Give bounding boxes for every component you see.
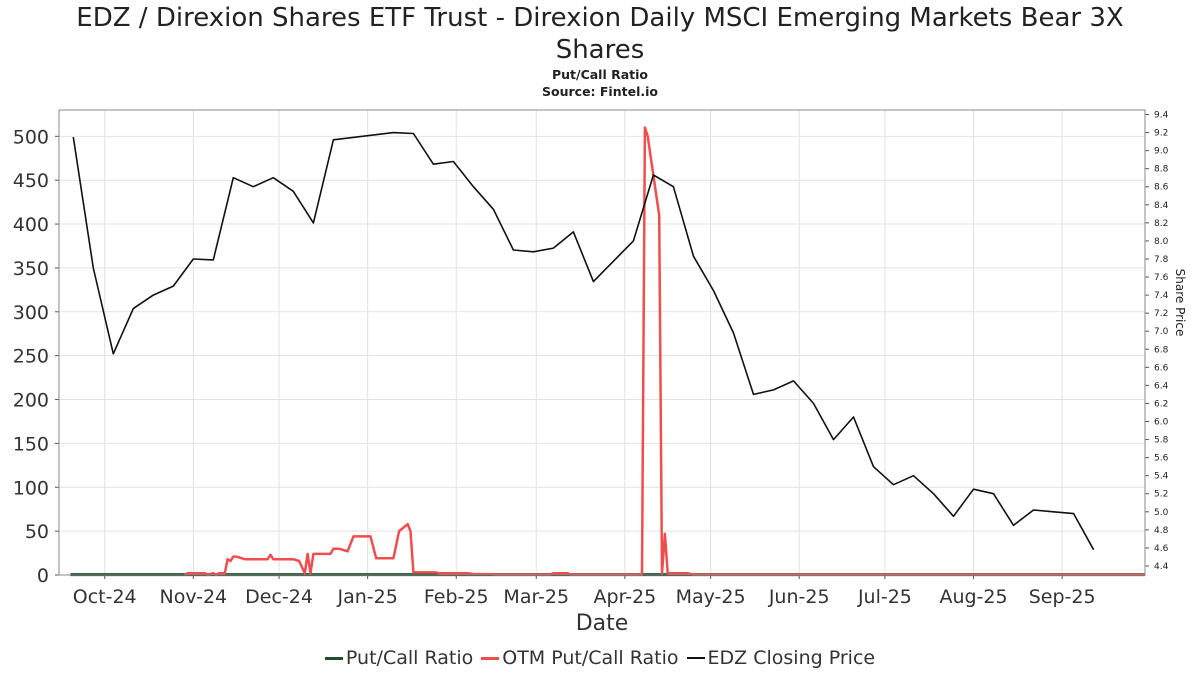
y2-axis-title: Share Price — [1173, 269, 1187, 337]
series-line-edz-closing-price — [72, 131, 1095, 551]
y-tick-label: 250 — [13, 346, 49, 368]
x-tick-label: Apr-25 — [594, 586, 657, 608]
y2-tick-label: 8.6 — [1154, 183, 1169, 193]
y-tick-label: 300 — [13, 302, 49, 324]
x-tick-label: Jun-25 — [768, 586, 830, 608]
y2-tick-label: 4.6 — [1154, 544, 1169, 554]
series-layer — [70, 126, 1145, 577]
y-tick-label: 0 — [37, 565, 49, 587]
y2-tick-label: 9.2 — [1154, 129, 1168, 139]
y2-tick-label: 5.4 — [1154, 472, 1169, 482]
y2-tick-label: 6.8 — [1154, 345, 1169, 355]
y2-tick-label: 7.0 — [1154, 327, 1169, 337]
legend-swatch-put-call — [324, 656, 343, 660]
y2-tick-label: 5.8 — [1154, 436, 1169, 446]
y-tick-label: 100 — [13, 477, 49, 499]
y2-tick-label: 4.4 — [1154, 562, 1169, 572]
legend-swatch-price — [686, 657, 705, 659]
y2-tick-label: 5.2 — [1154, 490, 1168, 500]
y2-tick-label: 6.4 — [1154, 381, 1169, 391]
y2-tick-label: 8.0 — [1154, 237, 1169, 247]
plot-border — [58, 109, 1146, 576]
legend-item-otm: OTM Put/Call Ratio — [481, 647, 679, 669]
y2-tick-label: 9.0 — [1154, 147, 1169, 157]
legend-item-price: EDZ Closing Price — [686, 647, 876, 669]
x-tick-label: Mar-25 — [503, 586, 569, 608]
y-tick-label: 450 — [13, 170, 49, 192]
y2-tick-label: 7.2 — [1154, 309, 1168, 319]
chart-title-line2: Shares — [555, 35, 645, 65]
legend-label-otm: OTM Put/Call Ratio — [502, 647, 679, 669]
legend-label-price: EDZ Closing Price — [707, 647, 876, 669]
x-tick-label: Aug-25 — [939, 586, 1007, 608]
x-tick-label: Feb-25 — [424, 586, 489, 608]
y-tick-label: 500 — [13, 126, 49, 148]
series-line-otm-put-call-ratio — [184, 126, 1145, 577]
y-tick-label: 200 — [13, 390, 49, 412]
y-tick-label: 400 — [13, 214, 49, 236]
chart-title-line1: EDZ / Direxion Shares ETF Trust - Direxi… — [76, 3, 1124, 33]
y2-tick-label: 5.6 — [1154, 454, 1169, 464]
x-tick-label: Oct-24 — [73, 586, 137, 608]
y2-tick-label: 9.4 — [1154, 111, 1169, 121]
x-tick-label: Sep-25 — [1029, 586, 1096, 608]
legend-label-put-call: Put/Call Ratio — [345, 647, 474, 669]
chart-subtitle: Put/Call Ratio — [551, 67, 649, 82]
x-tick-label: May-25 — [676, 586, 746, 608]
y2-tick-label: 5.0 — [1154, 508, 1169, 518]
grid-layer — [59, 110, 1145, 576]
y2-tick-label: 7.6 — [1154, 273, 1169, 283]
y2-tick-label: 7.4 — [1154, 291, 1169, 301]
y-tick-label: 50 — [25, 521, 49, 543]
x-tick-label: Jul-25 — [857, 586, 912, 608]
x-tick-label: Nov-24 — [160, 586, 228, 608]
x-axis-title: Date — [576, 611, 629, 636]
y2-tick-label: 8.4 — [1154, 201, 1169, 211]
y2-tick-label: 7.8 — [1154, 255, 1169, 265]
y2-tick-label: 6.2 — [1154, 399, 1168, 409]
y2-tick-label: 4.8 — [1154, 526, 1169, 536]
y2-tick-label: 6.6 — [1154, 363, 1169, 373]
y-tick-label: 350 — [13, 258, 49, 280]
x-tick-label: Jan-25 — [336, 586, 397, 608]
y2-tick-label: 6.0 — [1154, 418, 1169, 428]
y2-tick-label: 8.8 — [1154, 165, 1169, 175]
legend-swatch-otm — [481, 656, 500, 660]
axis-layer: 0 50 100 150 200 250 300 350 400 450 500 Oct-24 Nov-… — [13, 109, 1187, 636]
legend-item-put-call: Put/Call Ratio — [324, 647, 474, 669]
x-tick-label: Dec-24 — [245, 586, 313, 608]
chart-source: Source: Fintel.io — [542, 84, 658, 99]
legend: Put/Call Ratio OTM Put/Call Ratio EDZ Cl… — [0, 647, 1200, 669]
y2-tick-label: 8.2 — [1154, 219, 1168, 229]
y-tick-label: 150 — [13, 433, 49, 455]
